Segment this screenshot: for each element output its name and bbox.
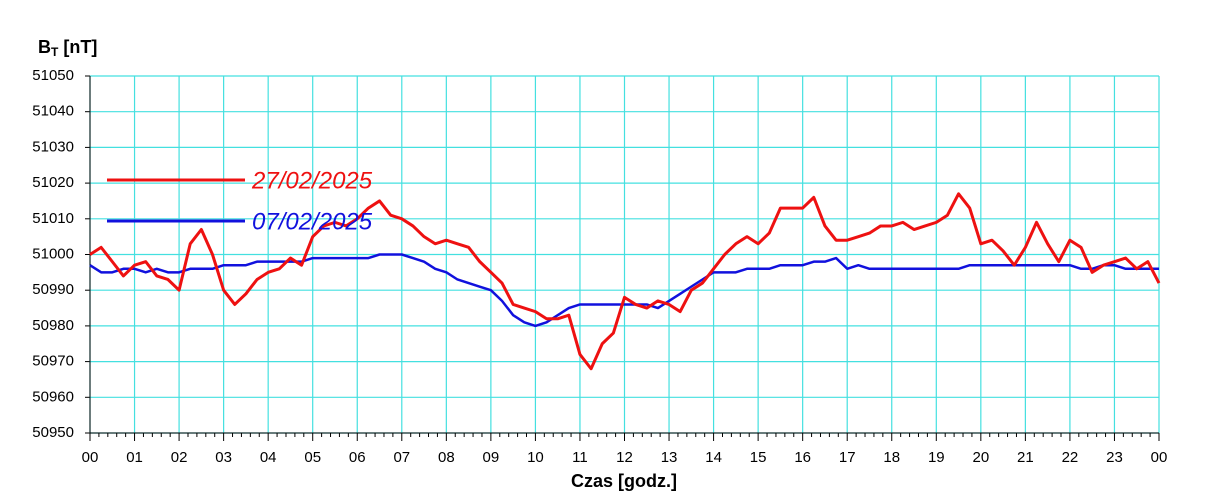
x-tick-label: 05 (304, 449, 321, 466)
x-tick-label: 06 (349, 449, 366, 466)
x-tick-label: 12 (616, 449, 633, 466)
y-tick-label: 51000 (32, 245, 74, 262)
y-tick-label: 50960 (32, 388, 74, 405)
legend-label: 07/02/2025 (252, 208, 373, 235)
y-tick-label: 51030 (32, 138, 74, 155)
x-tick-label: 22 (1062, 449, 1079, 466)
x-tick-label: 02 (171, 449, 188, 466)
x-tick-label: 21 (1017, 449, 1034, 466)
y-tick-label: 50950 (32, 424, 74, 441)
x-tick-label: 17 (839, 449, 856, 466)
y-label-base: B (38, 37, 51, 57)
x-tick-label: 01 (126, 449, 143, 466)
x-tick-label: 09 (483, 449, 500, 466)
y-label-unit: [nT] (63, 37, 97, 57)
x-tick-label: 00 (1151, 449, 1168, 466)
x-tick-label: 20 (972, 449, 989, 466)
x-tick-label: 03 (215, 449, 232, 466)
y-tick-label: 50990 (32, 281, 74, 298)
x-tick-label: 19 (928, 449, 945, 466)
y-tick-label: 50980 (32, 317, 74, 334)
x-tick-label: 13 (661, 449, 678, 466)
x-axis-label: Czas [godz.] (571, 471, 677, 491)
x-tick-label: 04 (260, 449, 277, 466)
x-tick-label: 15 (750, 449, 767, 466)
x-tick-label: 11 (572, 449, 588, 466)
x-tick-label: 07 (393, 449, 410, 466)
y-tick-label: 51010 (32, 210, 74, 227)
x-tick-label: 18 (883, 449, 900, 466)
x-tick-label: 08 (438, 449, 455, 466)
y-tick-label: 51020 (32, 174, 74, 191)
y-tick-label: 51050 (32, 67, 74, 84)
y-tick-label: 51040 (32, 103, 74, 120)
data-line (89, 192, 1161, 371)
x-tick-label: 14 (705, 449, 722, 466)
x-tick-label: 23 (1106, 449, 1123, 466)
x-tick-label: 10 (527, 449, 544, 466)
x-tick-label: 00 (82, 449, 99, 466)
x-tick-label: 16 (794, 449, 811, 466)
legend-label: 27/02/2025 (251, 167, 373, 194)
y-axis-label: BT [nT] (38, 37, 97, 59)
y-label-sub: T (51, 45, 59, 59)
data-line (89, 253, 1159, 328)
y-tick-label: 50970 (32, 353, 74, 370)
